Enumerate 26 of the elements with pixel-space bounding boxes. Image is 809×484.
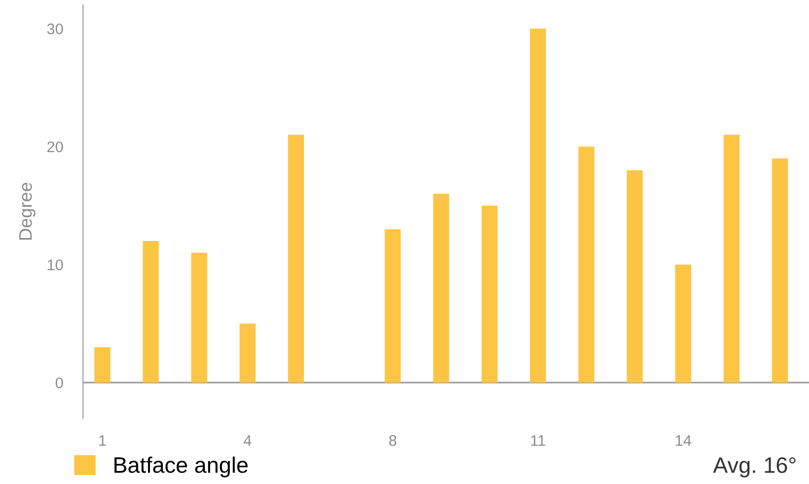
legend-label: Batface angle (114, 456, 248, 478)
x-tick-label: 11 (531, 435, 546, 446)
bar (578, 146, 594, 383)
y-tick-label: 30 (47, 23, 63, 34)
y-tick-label: 20 (47, 141, 63, 152)
bar (482, 206, 498, 383)
bar (675, 264, 692, 383)
y-tick-label: 10 (48, 259, 63, 270)
bar (191, 252, 208, 383)
x-tick-label: 8 (389, 435, 396, 446)
x-tick-label: 4 (244, 435, 252, 446)
y-axis-title: Degree (19, 182, 36, 240)
bar (142, 241, 159, 383)
bar (626, 170, 643, 383)
bar (772, 158, 788, 383)
bar (384, 229, 401, 383)
bar (724, 134, 740, 383)
y-tick-label: 0 (56, 377, 63, 388)
bar (288, 134, 304, 383)
bar (433, 194, 450, 383)
bar (530, 28, 546, 383)
bar (240, 324, 256, 383)
x-tick-label: 1 (99, 435, 106, 446)
bar (94, 347, 110, 383)
text: Avg. 16° (713, 457, 796, 478)
x-tick-label: 14 (676, 435, 692, 446)
